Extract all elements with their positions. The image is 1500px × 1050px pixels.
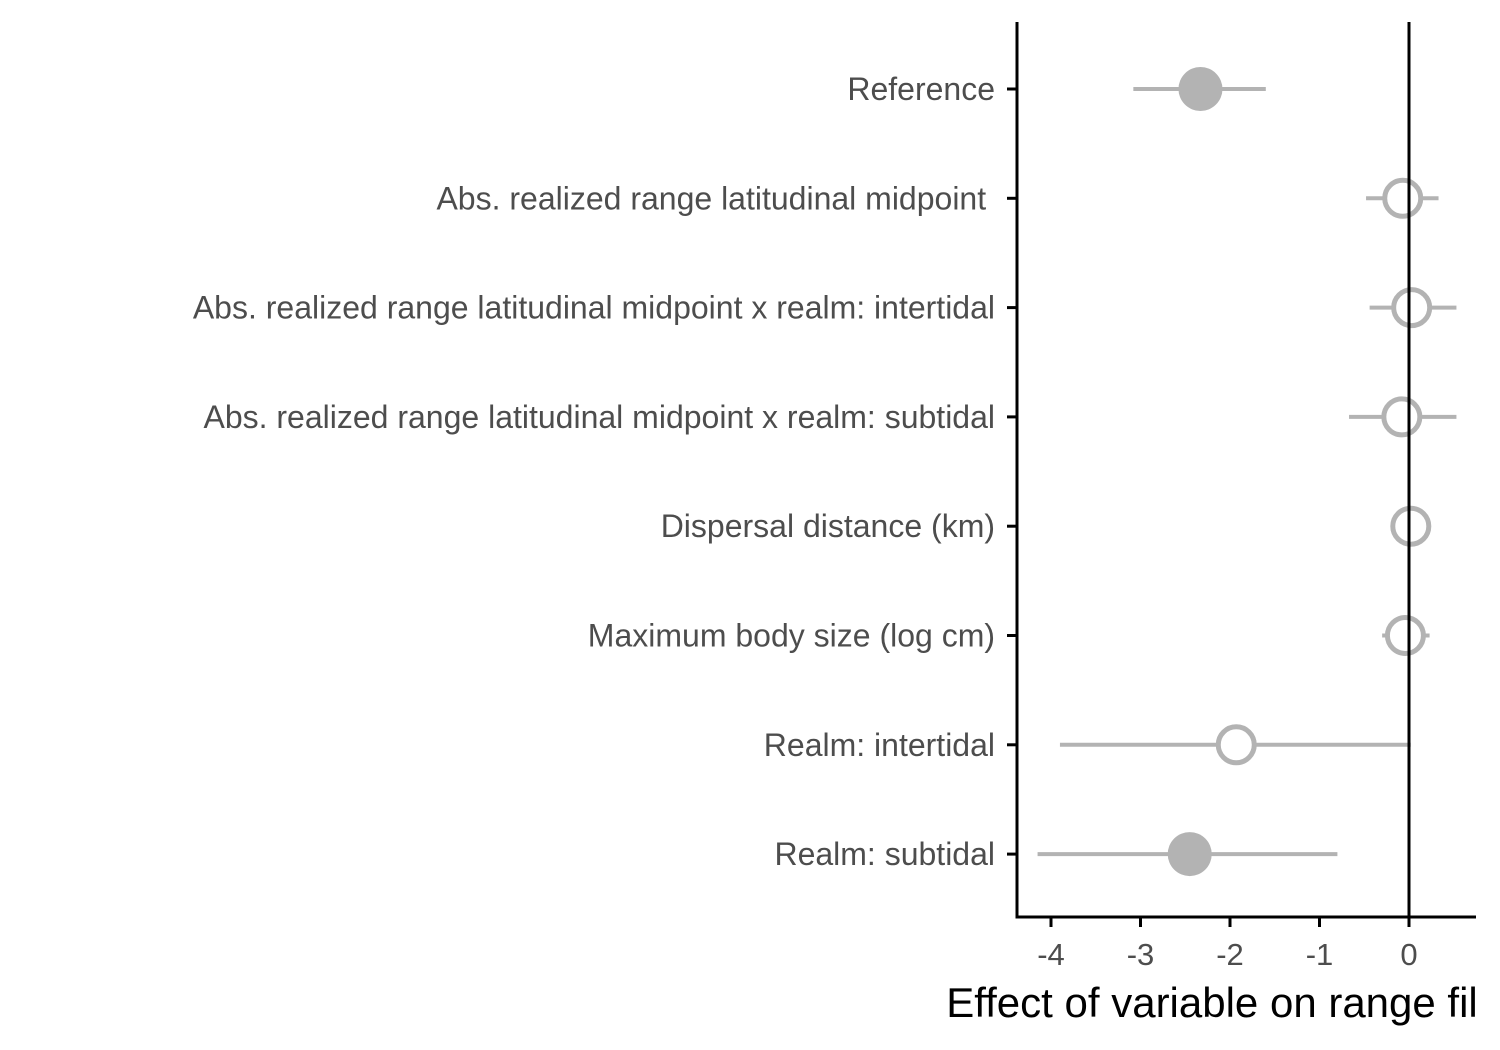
estimate-point-open xyxy=(1381,396,1423,438)
x-tick-label: -2 xyxy=(1216,937,1244,972)
estimate-point-open xyxy=(1384,615,1426,656)
y-tick-label: Realm: subtidal xyxy=(774,836,995,872)
y-tick-label: Abs. realized range latitudinal midpoint xyxy=(436,180,995,216)
x-tick-label: -3 xyxy=(1127,937,1155,972)
y-tick-label: Dispersal distance (km) xyxy=(661,508,995,544)
x-tick-label: -1 xyxy=(1306,937,1334,972)
estimate-point-open xyxy=(1382,177,1424,219)
y-tick-label: Maximum body size (log cm) xyxy=(588,618,995,654)
y-axis-labels: Reference Abs. realized range latitudinal… xyxy=(193,71,995,872)
estimate-point-open xyxy=(1215,724,1257,766)
x-axis-labels: -4 -3 -2 -1 0 xyxy=(1037,937,1417,972)
y-tick-label: Reference xyxy=(847,71,995,107)
estimate-point-filled xyxy=(1167,832,1212,877)
x-tick-label: 0 xyxy=(1400,937,1417,972)
y-axis-ticks xyxy=(1007,87,1017,856)
estimate-point-open xyxy=(1390,505,1432,547)
y-tick-label: Realm: intertidal xyxy=(764,727,995,763)
y-tick-label: Abs. realized range latitudinal midpoint… xyxy=(203,399,995,435)
x-axis-title: Effect of variable on range fil xyxy=(946,979,1478,1026)
plot-area xyxy=(1037,67,1457,877)
estimate-point-open xyxy=(1391,287,1433,329)
x-tick-label: -4 xyxy=(1037,937,1065,972)
y-tick-label: Abs. realized range latitudinal midpoint… xyxy=(193,290,995,326)
estimate-point-filled xyxy=(1178,67,1223,111)
x-axis-ticks xyxy=(1049,917,1411,927)
